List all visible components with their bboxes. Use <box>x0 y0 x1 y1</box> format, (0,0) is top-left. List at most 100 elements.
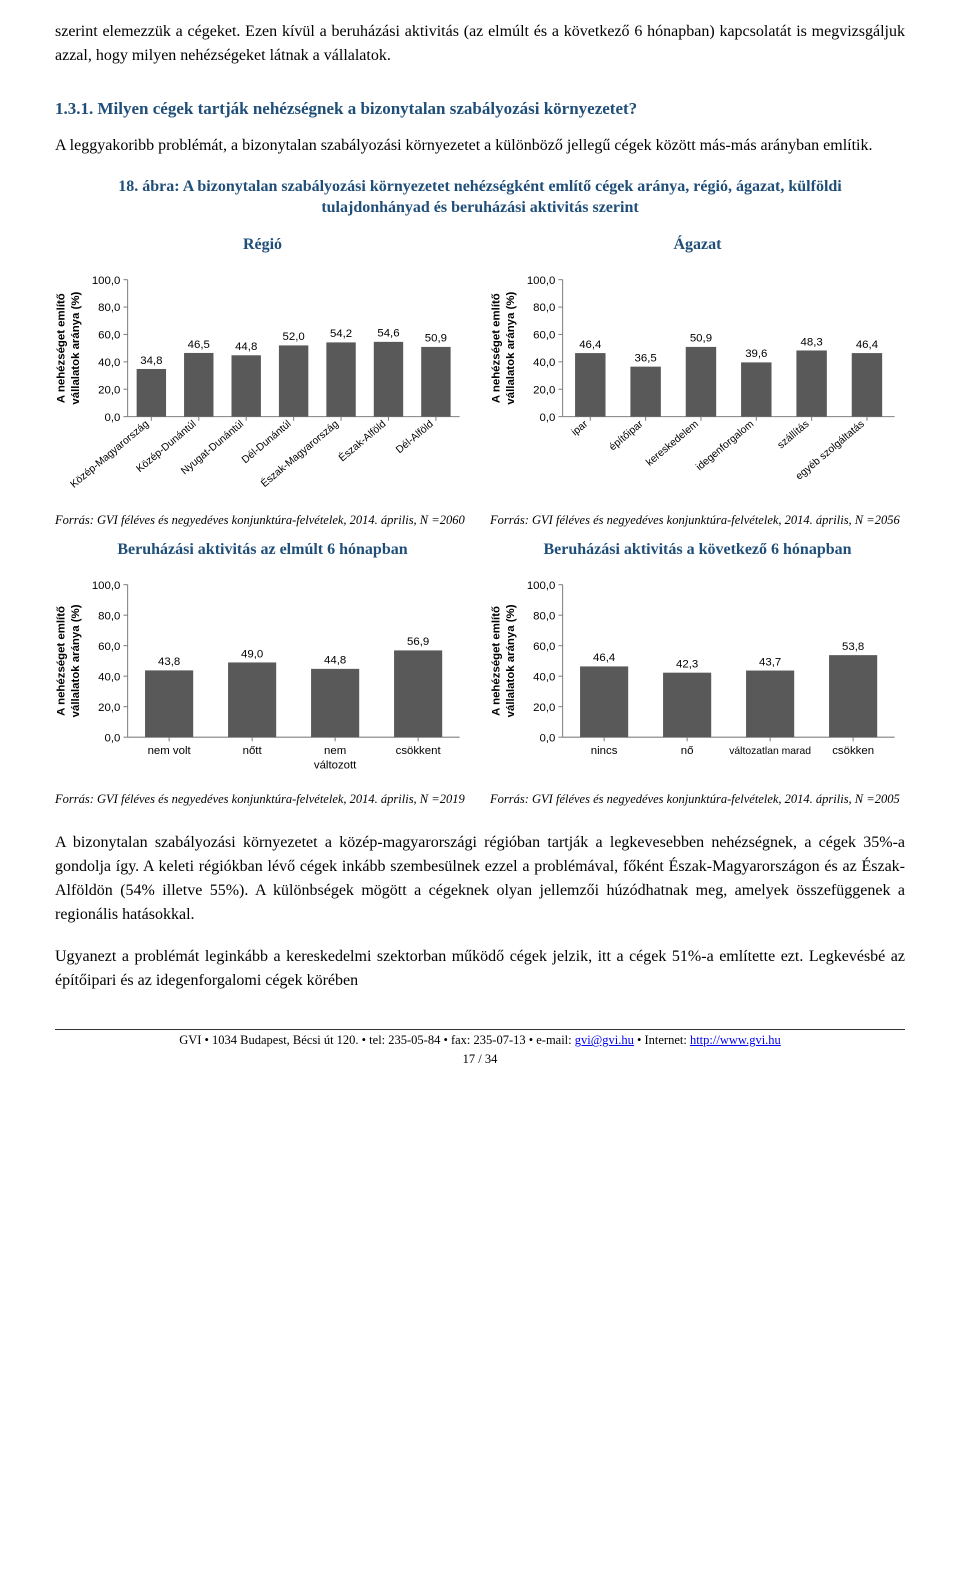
svg-text:54,2: 54,2 <box>330 328 352 340</box>
svg-text:34,8: 34,8 <box>140 354 162 366</box>
svg-text:építőipar: építőipar <box>608 418 646 453</box>
svg-text:43,7: 43,7 <box>759 656 781 668</box>
chart-elmult-svg: 0,0 20,0 40,0 60,0 80,0 100,0 A nehézséget eml… <box>55 566 470 789</box>
chart-kovetkezo-source: Forrás: GVI féléves és negyedéves konjun… <box>490 791 905 807</box>
svg-text:Közép-Magyarország: Közép-Magyarország <box>69 418 152 490</box>
svg-text:A nehézséget említő: A nehézséget említő <box>490 606 502 716</box>
svg-text:20,0: 20,0 <box>98 702 120 714</box>
chart-regio-title: Régió <box>55 233 470 257</box>
svg-text:nő: nő <box>681 745 694 757</box>
figure-caption: 18. ábra: A bizonytalan szabályozási kör… <box>115 176 845 219</box>
svg-text:40,0: 40,0 <box>98 671 120 683</box>
svg-text:vállalatok aránya (%): vállalatok aránya (%) <box>505 291 517 404</box>
chart-agazat: Ágazat 0,0 20,0 40,0 60,0 80,0 100,0 A nehézsé… <box>490 233 905 528</box>
svg-text:46,4: 46,4 <box>856 339 879 351</box>
figure-caption-a: 18. ábra: A bizonytalan szabályozási kör… <box>118 178 591 195</box>
svg-text:20,0: 20,0 <box>533 384 555 396</box>
svg-text:44,8: 44,8 <box>324 655 346 667</box>
svg-text:48,3: 48,3 <box>801 336 823 348</box>
svg-text:50,9: 50,9 <box>425 332 447 344</box>
svg-text:100,0: 100,0 <box>92 275 121 287</box>
chart-regio-source: Forrás: GVI féléves és negyedéves konjun… <box>55 512 470 528</box>
svg-text:43,8: 43,8 <box>158 656 180 668</box>
svg-text:46,4: 46,4 <box>579 339 602 351</box>
svg-text:80,0: 80,0 <box>98 610 120 622</box>
paragraph-3: A bizonytalan szabályozási környezetet a… <box>55 831 905 927</box>
charts-grid: Régió 0,0 20,0 40,0 60,0 80,0 100,0 A nehézség… <box>55 233 905 808</box>
chart-regio: Régió 0,020,040,060,080,0100,0A nehézség… <box>55 233 470 528</box>
footer-email-link[interactable]: gvi@gvi.hu <box>575 1033 634 1047</box>
svg-text:vállalatok aránya (%): vállalatok aránya (%) <box>70 291 82 404</box>
svg-text:42,3: 42,3 <box>676 658 698 670</box>
svg-text:20,0: 20,0 <box>98 384 120 396</box>
svg-text:változatlan marad: változatlan marad <box>729 746 811 757</box>
footer-page-number: 17 / 34 <box>55 1051 905 1069</box>
svg-text:Észak-Alföld: Észak-Alföld <box>336 417 389 464</box>
svg-text:53,8: 53,8 <box>842 641 864 653</box>
page-footer: GVI • 1034 Budapest, Bécsi út 120. • tel… <box>55 1029 905 1068</box>
svg-text:36,5: 36,5 <box>635 352 657 364</box>
svg-text:csökken: csökken <box>832 745 874 757</box>
svg-text:szállítás: szállítás <box>776 418 812 450</box>
paragraph-4: Ugyanezt a problémát leginkább a kereske… <box>55 945 905 993</box>
svg-text:Dél-Alföld: Dél-Alföld <box>394 418 436 455</box>
svg-text:0,0: 0,0 <box>105 732 121 744</box>
chart-regio-svg: 0,020,040,060,080,0100,0A nehézséget eml… <box>55 261 470 510</box>
footer-org: GVI <box>179 1033 201 1047</box>
svg-text:50,9: 50,9 <box>690 332 712 344</box>
svg-text:80,0: 80,0 <box>533 302 555 314</box>
svg-text:100,0: 100,0 <box>92 580 121 592</box>
chart-agazat-source: Forrás: GVI féléves és negyedéves konjun… <box>490 512 905 528</box>
svg-text:52,0: 52,0 <box>283 331 305 343</box>
chart-elmult: Beruházási aktivitás az elmúlt 6 hónapba… <box>55 538 470 807</box>
svg-text:A nehézséget említő: A nehézséget említő <box>55 606 67 716</box>
footer-addr: • 1034 Budapest, Bécsi út 120. • tel: 23… <box>201 1033 574 1047</box>
svg-text:0,0: 0,0 <box>540 411 556 423</box>
svg-text:0,0: 0,0 <box>105 411 121 423</box>
svg-text:nem: nem <box>324 745 346 757</box>
svg-text:A nehézséget említő: A nehézséget említő <box>490 293 502 403</box>
svg-text:60,0: 60,0 <box>533 329 555 341</box>
svg-text:ipar: ipar <box>570 418 591 438</box>
svg-text:80,0: 80,0 <box>98 302 120 314</box>
svg-text:20,0: 20,0 <box>533 702 555 714</box>
svg-text:A nehézséget említő: A nehézséget említő <box>55 293 67 403</box>
svg-text:49,0: 49,0 <box>241 648 263 660</box>
paragraph-2: A leggyakoribb problémát, a bizonytalan … <box>55 134 905 158</box>
footer-url-link[interactable]: http://www.gvi.hu <box>690 1033 781 1047</box>
chart-elmult-source: Forrás: GVI féléves és negyedéves konjun… <box>55 791 470 807</box>
svg-text:idegenforgalom: idegenforgalom <box>694 418 756 472</box>
chart-agazat-svg: 0,0 20,0 40,0 60,0 80,0 100,0 A nehézséget eml… <box>490 261 905 510</box>
chart-kovetkezo-title: Beruházási aktivitás a következő 6 hónap… <box>490 538 905 562</box>
svg-text:40,0: 40,0 <box>533 357 555 369</box>
chart-elmult-title: Beruházási aktivitás az elmúlt 6 hónapba… <box>55 538 470 562</box>
section-heading: 1.3.1. Milyen cégek tartják nehézségnek … <box>55 96 905 122</box>
svg-text:csökkent: csökkent <box>396 745 442 757</box>
svg-text:nem volt: nem volt <box>148 745 192 757</box>
svg-text:változott: változott <box>314 759 357 771</box>
svg-text:44,8: 44,8 <box>235 341 257 353</box>
svg-text:vállalatok aránya (%): vállalatok aránya (%) <box>70 604 82 717</box>
chart-agazat-title: Ágazat <box>490 233 905 257</box>
svg-text:nőtt: nőtt <box>243 745 263 757</box>
svg-text:60,0: 60,0 <box>533 641 555 653</box>
svg-text:Észak-Magyarország: Észak-Magyarország <box>258 417 341 490</box>
intro-paragraph: szerint elemezzük a cégeket. Ezen kívül … <box>55 20 905 68</box>
svg-text:40,0: 40,0 <box>533 671 555 683</box>
footer-mid: • Internet: <box>634 1033 690 1047</box>
svg-text:46,5: 46,5 <box>188 338 210 350</box>
chart-kovetkezo-svg: 0,020,040,060,080,0100,0A nehézséget eml… <box>490 566 905 789</box>
svg-text:39,6: 39,6 <box>745 348 767 360</box>
svg-text:nincs: nincs <box>591 745 618 757</box>
svg-text:kereskedelem: kereskedelem <box>644 418 700 468</box>
svg-text:46,4: 46,4 <box>593 652 616 664</box>
chart-kovetkezo: Beruházási aktivitás a következő 6 hónap… <box>490 538 905 807</box>
svg-text:60,0: 60,0 <box>98 329 120 341</box>
svg-text:vállalatok aránya (%): vállalatok aránya (%) <box>505 604 517 717</box>
svg-text:100,0: 100,0 <box>527 275 556 287</box>
svg-text:60,0: 60,0 <box>98 641 120 653</box>
svg-text:0,0: 0,0 <box>540 732 556 744</box>
svg-text:56,9: 56,9 <box>407 636 429 648</box>
svg-text:80,0: 80,0 <box>533 610 555 622</box>
svg-text:54,6: 54,6 <box>377 327 399 339</box>
